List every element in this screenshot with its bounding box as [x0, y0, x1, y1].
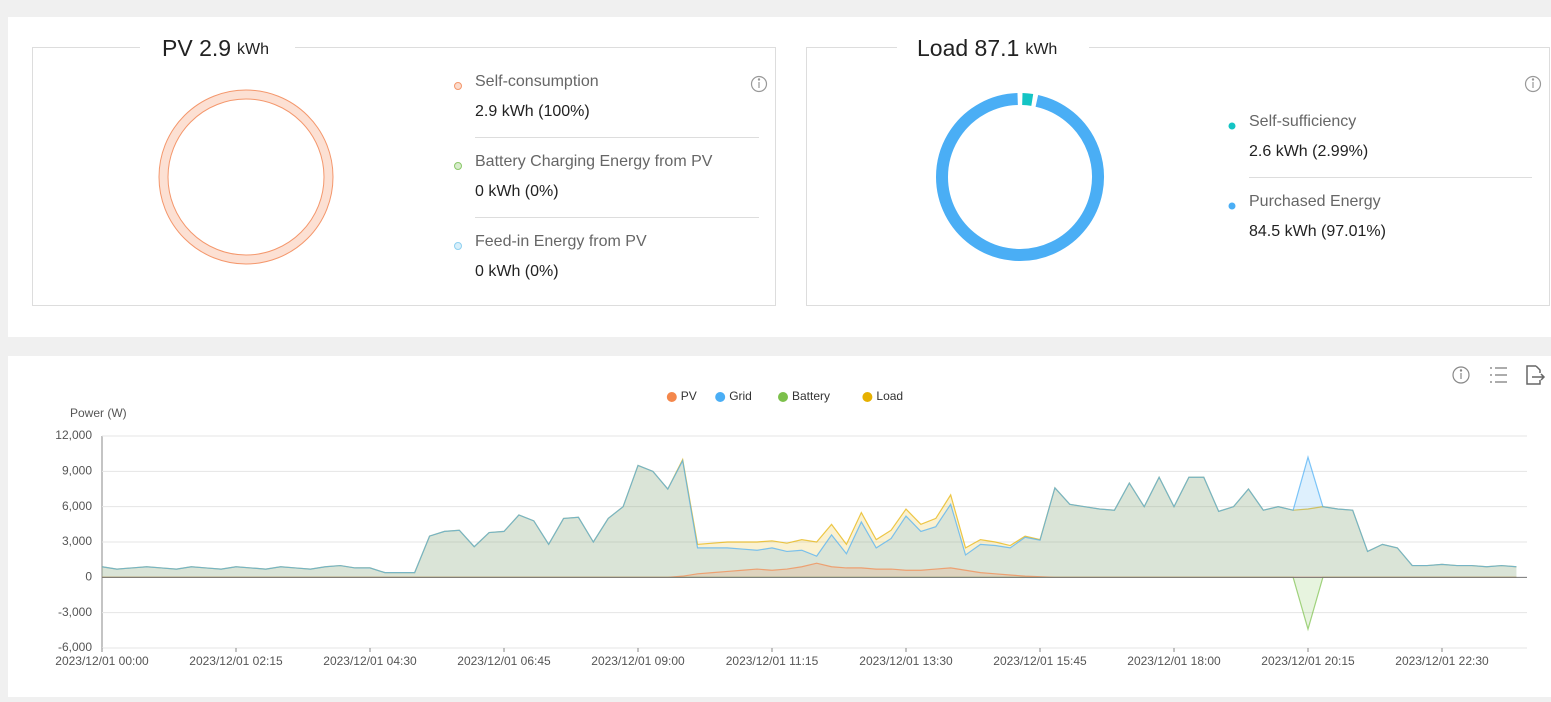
legend-dot: [778, 392, 788, 402]
legend-value: 0 kWh (0%): [475, 183, 559, 200]
legend-dot: [454, 162, 462, 170]
donut-segment: [936, 93, 1104, 261]
pv-title-unit: kWh: [237, 41, 269, 58]
area-fill: [102, 457, 1517, 578]
legend-label: PV: [681, 389, 697, 403]
legend-dot: [1228, 202, 1236, 210]
legend-label: Purchased Energy: [1249, 193, 1381, 210]
y-tick-label: 6,000: [62, 499, 92, 513]
info-icon[interactable]: [1452, 366, 1470, 384]
y-axis-title: Power (W): [70, 406, 127, 420]
title-gap: [897, 38, 1089, 58]
x-tick-label: 2023/12/01 11:15: [726, 654, 819, 668]
x-tick-label: 2023/12/01 13:30: [859, 654, 953, 668]
list-icon[interactable]: [1490, 367, 1507, 383]
pv-title-value: PV 2.9: [162, 35, 231, 61]
export-icon[interactable]: [1526, 365, 1546, 385]
y-tick-label: 0: [85, 570, 92, 584]
pv-title: PV 2.9 kWh: [162, 35, 269, 61]
legend-value: 0 kWh (0%): [475, 263, 559, 280]
x-tick-label: 2023/12/01 00:00: [55, 654, 149, 668]
legend-dot: [715, 392, 726, 402]
legend-label: Grid: [729, 389, 752, 403]
donut-segment: [1022, 93, 1034, 106]
legend-dot: [454, 82, 462, 90]
y-tick-label: 3,000: [62, 534, 92, 548]
legend-label: Self-sufficiency: [1249, 113, 1356, 130]
legend-value: 2.6 kWh (2.99%): [1249, 143, 1368, 160]
chart-card: [8, 356, 1551, 697]
load-title-value: Load 87.1: [917, 35, 1019, 61]
x-tick-label: 2023/12/01 20:15: [1261, 654, 1355, 668]
x-tick-label: 2023/12/01 09:00: [591, 654, 685, 668]
pv-box: [32, 47, 776, 306]
legend-label: Feed-in Energy from PV: [475, 233, 647, 250]
legend-label: Load: [876, 389, 903, 403]
series-line: [101, 455, 1517, 574]
title-gap: [140, 38, 295, 58]
x-tick-label: 2023/12/01 02:15: [189, 654, 283, 668]
legend-value: 2.9 kWh (100%): [475, 103, 590, 120]
legend-label: Self-consumption: [475, 73, 599, 90]
y-tick-label: -3,000: [58, 605, 92, 619]
y-tick-label: 9,000: [62, 464, 92, 478]
x-tick-label: 2023/12/01 18:00: [1127, 654, 1221, 668]
area-fill: [102, 459, 1517, 578]
x-tick-label: 2023/12/01 15:45: [993, 654, 1087, 668]
load-box: [806, 47, 1550, 306]
load-title-unit: kWh: [1025, 41, 1057, 58]
donut-segment: [159, 90, 333, 264]
legend-dot: [454, 242, 462, 250]
donut-edge: [158, 89, 334, 265]
area-fill: [102, 563, 1517, 578]
legend-dot: [1228, 122, 1236, 130]
legend-label: Battery: [792, 389, 830, 403]
x-tick-label: 2023/12/01 04:30: [323, 654, 417, 668]
y-tick-label: -6,000: [58, 640, 92, 654]
legend-value: 84.5 kWh (97.01%): [1249, 223, 1386, 240]
legend-dot: [862, 392, 873, 402]
legend-dot: [666, 392, 677, 402]
y-tick-label: 12,000: [55, 428, 92, 442]
x-tick-label: 2023/12/01 22:30: [1395, 654, 1489, 668]
x-tick-label: 2023/12/01 06:45: [457, 654, 551, 668]
info-icon[interactable]: [1524, 75, 1542, 93]
info-icon[interactable]: [750, 75, 768, 93]
donut-edge: [167, 98, 325, 256]
load-title: Load 87.1 kWh: [917, 35, 1057, 61]
legend-label: Battery Charging Energy from PV: [475, 153, 713, 170]
